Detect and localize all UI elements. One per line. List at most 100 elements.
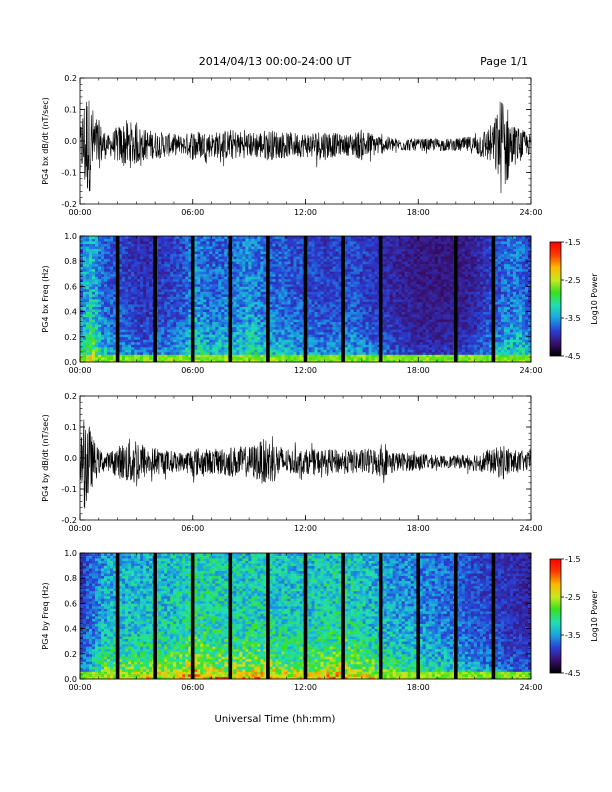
spectrogram-cell [83, 319, 87, 323]
spectrogram-cell [359, 271, 364, 275]
spectrogram-cell [188, 248, 192, 252]
spectrogram-cell [119, 341, 123, 345]
spectrogram-cell [149, 261, 153, 265]
spectrogram-cell [359, 241, 364, 244]
spectrogram-cell [89, 288, 93, 292]
spectrogram-cell [338, 349, 342, 353]
spectrogram-cell [350, 258, 355, 262]
spectrogram-cell [101, 256, 105, 260]
spectrogram-cell [149, 278, 153, 282]
spectrogram-cell [368, 278, 373, 282]
spectrogram-cell [185, 238, 189, 242]
spectrogram-cell [134, 256, 138, 260]
spectrogram-cell [83, 243, 87, 247]
spectrogram-cell [350, 314, 355, 318]
spectrogram-cell [206, 236, 210, 239]
spectrogram-cell [251, 321, 255, 325]
spectrogram-cell [113, 263, 117, 267]
spectrogram-cell [161, 248, 165, 252]
spectrogram-cell [260, 316, 264, 320]
spectrogram-cell [260, 359, 264, 363]
spectrogram-cell [257, 238, 261, 242]
spectrogram-cell [149, 246, 153, 249]
spectrogram-cell [332, 314, 336, 318]
spectrogram-cell [92, 331, 96, 335]
spectrogram-cell [299, 293, 303, 297]
spectrogram-cell [128, 293, 132, 297]
spectrogram-cell [365, 248, 370, 252]
spectrogram-cell [92, 276, 96, 280]
spectrogram-cell [299, 329, 303, 333]
spectrogram-cell [323, 319, 327, 323]
spectrogram-cell [149, 311, 153, 315]
spectrogram-cell [83, 336, 87, 340]
spectrogram-cell [131, 331, 135, 335]
spectrogram-cell [272, 359, 276, 363]
spectrogram-cell [353, 241, 358, 244]
spectrogram-cell [359, 246, 364, 249]
spectrogram-cell [320, 258, 324, 262]
spectrogram-cell [140, 311, 144, 315]
spectrogram-cell [164, 344, 168, 348]
spectrogram-cell [107, 286, 111, 290]
spectrogram-cell [272, 246, 276, 249]
spectrogram-cell [284, 311, 288, 315]
spectrogram-cell [254, 334, 258, 338]
spectrogram-cell [245, 276, 249, 280]
spectrogram-cell [281, 319, 285, 323]
spectrogram-cell [83, 253, 87, 257]
spectrogram-cell [326, 276, 330, 280]
spectrogram-cell [347, 349, 351, 353]
spectrogram-cell [194, 334, 198, 338]
spectrogram-cell [98, 296, 102, 300]
spectrogram-cell [338, 243, 342, 247]
spectrogram-cell [131, 248, 135, 252]
spectrogram-cell [89, 293, 93, 297]
spectrogram-cell [80, 293, 84, 297]
spectrogram-cell [278, 354, 282, 358]
spectrogram-cell [212, 251, 216, 255]
spectrogram-cell [278, 251, 282, 255]
spectrogram-cell [317, 253, 321, 257]
spectrogram-cell [197, 296, 201, 300]
spectrogram-cell [80, 291, 84, 295]
spectrogram-cell [275, 359, 279, 363]
spectrogram-cell [251, 299, 255, 302]
spectrogram-cell [122, 336, 126, 340]
spectrogram-cell [257, 278, 261, 282]
spectrogram-cell [119, 354, 123, 358]
spectrogram-cell [179, 261, 183, 265]
spectrogram-cell [251, 306, 255, 310]
spectrogram-cell [194, 354, 198, 358]
spectrogram-cell [263, 311, 267, 315]
spectrogram-cell [80, 346, 84, 350]
spectrogram-cell [278, 256, 282, 260]
spectrogram-cell [86, 326, 90, 330]
page-indicator: Page 1/1 [480, 55, 528, 68]
spectrogram-cell [188, 311, 192, 315]
spectrogram-cell [182, 238, 186, 242]
spectrogram-cell [356, 354, 361, 358]
spectrogram-cell [296, 293, 300, 297]
spectrogram-cell [98, 316, 102, 320]
spectrogram-cell [317, 354, 321, 358]
spectrogram-cell [137, 316, 141, 320]
spectrogram-cell [356, 258, 361, 262]
spectrogram-cell [308, 339, 312, 343]
spectrogram-cell [131, 336, 135, 340]
spectrogram-cell [335, 291, 339, 295]
spectrogram-cell [359, 283, 364, 287]
spectrogram-cell [239, 334, 243, 338]
spectrogram-cell [314, 319, 318, 323]
spectrogram-cell [374, 321, 379, 325]
spectrogram-cell [215, 329, 219, 333]
spectrogram-cell [359, 321, 364, 325]
spectrogram-cell [209, 291, 213, 295]
spectrogram-cell [356, 296, 361, 300]
spectrogram-cell [284, 334, 288, 338]
spectrogram-cell [254, 281, 258, 285]
spectrogram-cell [80, 246, 84, 249]
spectrogram-cell [140, 359, 144, 363]
spectrogram-cell [200, 331, 204, 335]
spectrogram-cell [221, 339, 225, 343]
